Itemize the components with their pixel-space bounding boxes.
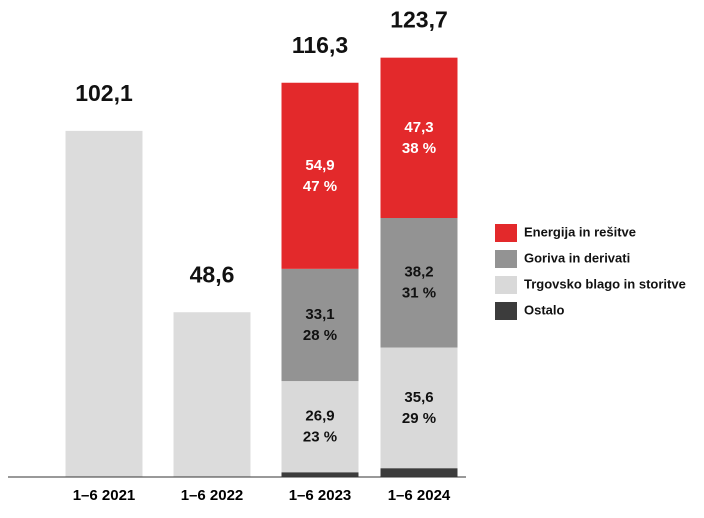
x-tick-label: 1–6 2022 xyxy=(181,487,244,504)
bar-segment xyxy=(281,381,359,473)
bar-segment xyxy=(281,268,359,382)
legend-swatch xyxy=(495,250,517,268)
total-label: 123,7 xyxy=(390,7,448,33)
share-label: 29 % xyxy=(402,410,436,427)
bar-segment xyxy=(281,82,359,269)
bar-segment xyxy=(380,468,458,477)
bar-segment xyxy=(380,218,458,348)
legend-label: Energija in rešitve xyxy=(524,224,636,239)
legend-label: Goriva in derivati xyxy=(524,250,630,265)
value-label: 54,9 xyxy=(305,157,334,174)
value-label: 35,6 xyxy=(404,389,433,406)
x-tick-label: 1–6 2024 xyxy=(388,487,451,504)
share-label: 47 % xyxy=(303,178,337,195)
value-label: 26,9 xyxy=(305,408,334,425)
value-label: 33,1 xyxy=(305,306,334,323)
value-label: 47,3 xyxy=(404,119,433,136)
total-label: 48,6 xyxy=(190,261,235,287)
legend-label: Trgovsko blago in storitve xyxy=(524,276,686,291)
total-label: 116,3 xyxy=(292,32,348,58)
bar-segment xyxy=(380,57,458,219)
legend-label: Ostalo xyxy=(524,302,565,317)
share-label: 38 % xyxy=(402,140,436,157)
x-tick-label: 1–6 2023 xyxy=(289,487,352,504)
share-label: 23 % xyxy=(303,429,337,446)
bar-segment xyxy=(281,472,359,477)
share-label: 31 % xyxy=(402,285,436,302)
total-label: 102,1 xyxy=(75,80,133,106)
share-label: 28 % xyxy=(303,327,337,344)
bar xyxy=(65,130,143,478)
legend-swatch xyxy=(495,224,517,242)
bar xyxy=(173,312,251,477)
value-label: 38,2 xyxy=(404,264,433,281)
legend-swatch xyxy=(495,302,517,320)
x-tick-label: 1–6 2021 xyxy=(73,487,136,504)
bar-segment xyxy=(380,347,458,469)
legend-swatch xyxy=(495,276,517,294)
